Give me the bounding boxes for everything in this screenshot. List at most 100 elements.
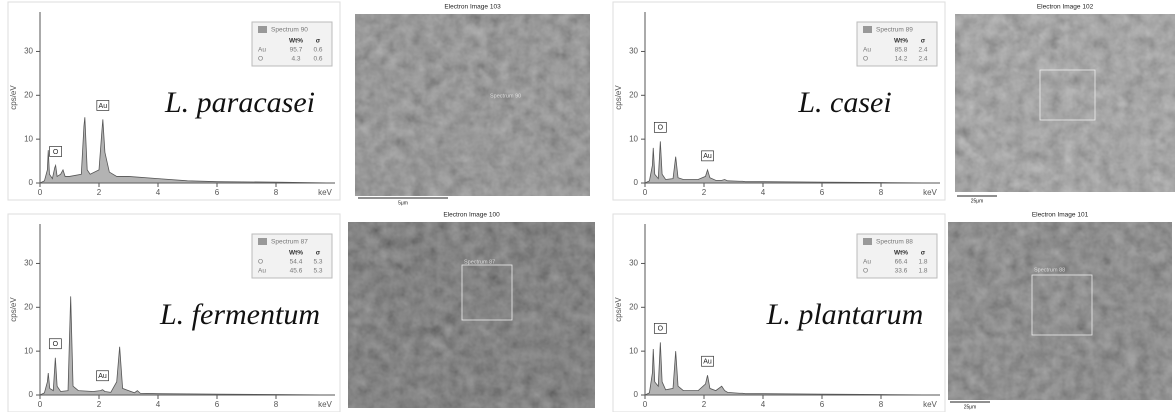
spectrum-panel: 010203002468keVcps/eVOAuSpectrum 88Wt%σA… bbox=[613, 214, 945, 412]
table-cell: 1.8 bbox=[918, 268, 927, 275]
table-header: Wt% bbox=[894, 38, 908, 45]
y-tick-label: 0 bbox=[29, 178, 34, 187]
x-tick-label: 6 bbox=[215, 400, 220, 409]
electron-image-texture bbox=[955, 14, 1175, 192]
x-axis-label: keV bbox=[318, 188, 332, 197]
spectrum bbox=[645, 342, 940, 395]
table-cell: 66.4 bbox=[895, 259, 908, 266]
y-tick-label: 10 bbox=[629, 134, 638, 143]
table-cell: O bbox=[258, 56, 263, 63]
x-tick-label: 2 bbox=[97, 188, 102, 197]
table-cell: Au bbox=[863, 47, 871, 54]
table-header: σ bbox=[921, 38, 926, 45]
table-cell: 33.6 bbox=[895, 268, 908, 275]
y-axis-label: cps/eV bbox=[9, 85, 18, 110]
x-axis-label: keV bbox=[923, 188, 937, 197]
y-tick-label: 10 bbox=[24, 134, 33, 143]
legend-swatch bbox=[863, 26, 872, 33]
x-tick-label: 6 bbox=[215, 188, 220, 197]
table-cell: Au bbox=[863, 259, 871, 266]
y-tick-label: 30 bbox=[24, 259, 33, 268]
x-tick-label: 4 bbox=[156, 400, 161, 409]
species-label: L. fermentum bbox=[159, 298, 320, 331]
y-tick-label: 0 bbox=[634, 178, 639, 187]
spectrum-marker: Spectrum 90 bbox=[490, 93, 521, 99]
x-tick-label: 4 bbox=[761, 188, 766, 197]
x-tick-label: 6 bbox=[820, 400, 825, 409]
y-tick-label: 30 bbox=[629, 47, 638, 56]
electron-image-texture bbox=[355, 14, 590, 196]
x-tick-label: 6 bbox=[820, 188, 825, 197]
table-cell: 4.3 bbox=[291, 56, 300, 63]
x-tick-label: 2 bbox=[702, 400, 707, 409]
x-tick-label: 0 bbox=[38, 400, 43, 409]
peak-annotation: O bbox=[53, 149, 59, 156]
table-cell: 1.8 bbox=[918, 259, 927, 266]
spectrum bbox=[645, 141, 940, 183]
y-tick-label: 20 bbox=[24, 302, 33, 311]
table-cell: 54.4 bbox=[290, 259, 303, 266]
legend-swatch bbox=[863, 238, 872, 245]
spectrum-marker: Spectrum 88 bbox=[1034, 267, 1065, 273]
table-cell: 14.2 bbox=[895, 56, 908, 63]
y-tick-label: 20 bbox=[629, 302, 638, 311]
table-cell: 0.6 bbox=[313, 47, 322, 54]
x-tick-label: 8 bbox=[879, 188, 884, 197]
table-cell: 2.4 bbox=[918, 47, 927, 54]
table-header: σ bbox=[921, 250, 926, 257]
legend-title: Spectrum 89 bbox=[876, 27, 913, 34]
image-title: Electron Image 102 bbox=[1037, 4, 1094, 11]
y-tick-label: 0 bbox=[29, 390, 34, 399]
table-cell: Au bbox=[258, 268, 266, 275]
table-cell: 95.7 bbox=[290, 47, 303, 54]
table-cell: 5.3 bbox=[313, 259, 322, 266]
x-tick-label: 0 bbox=[38, 188, 43, 197]
legend-swatch bbox=[258, 238, 267, 245]
table-cell: O bbox=[863, 56, 868, 63]
table-header: σ bbox=[316, 38, 321, 45]
x-tick-label: 2 bbox=[702, 188, 707, 197]
legend-title: Spectrum 87 bbox=[271, 239, 308, 246]
x-tick-label: 8 bbox=[274, 400, 279, 409]
peak-annotation: Au bbox=[98, 373, 107, 380]
legend-title: Spectrum 90 bbox=[271, 27, 308, 34]
species-label: L. plantarum bbox=[766, 298, 924, 331]
electron-image-texture bbox=[348, 222, 595, 408]
table-cell: Au bbox=[258, 47, 266, 54]
y-tick-label: 10 bbox=[629, 346, 638, 355]
peak-annotation: Au bbox=[703, 153, 712, 160]
table-header: Wt% bbox=[894, 250, 908, 257]
x-tick-label: 4 bbox=[761, 400, 766, 409]
peak-annotation: O bbox=[658, 125, 664, 132]
scale-label: 25μm bbox=[964, 404, 977, 410]
image-title: Electron Image 100 bbox=[443, 212, 500, 219]
x-tick-label: 4 bbox=[156, 188, 161, 197]
y-tick-label: 20 bbox=[24, 90, 33, 99]
spectrum-marker: Spectrum 87 bbox=[464, 259, 495, 265]
table-header: Wt% bbox=[289, 250, 303, 257]
species-label: L. casei bbox=[797, 86, 891, 119]
peak-annotation: Au bbox=[99, 103, 108, 110]
spectrum bbox=[40, 117, 335, 183]
x-tick-label: 2 bbox=[97, 400, 102, 409]
table-cell: O bbox=[863, 268, 868, 275]
y-axis-label: cps/eV bbox=[9, 297, 18, 322]
x-tick-label: 0 bbox=[643, 400, 648, 409]
image-title: Electron Image 103 bbox=[444, 4, 501, 11]
legend-title: Spectrum 88 bbox=[876, 239, 913, 246]
image-title: Electron Image 101 bbox=[1032, 212, 1089, 219]
x-tick-label: 8 bbox=[879, 400, 884, 409]
y-axis-label: cps/eV bbox=[614, 297, 623, 322]
electron-image-texture bbox=[948, 222, 1172, 400]
legend-swatch bbox=[258, 26, 267, 33]
peak-annotation: O bbox=[658, 326, 664, 333]
y-tick-label: 30 bbox=[24, 47, 33, 56]
y-axis-label: cps/eV bbox=[614, 85, 623, 110]
table-cell: 45.6 bbox=[290, 268, 303, 275]
figure: 010203002468keVcps/eVOAuSpectrum 90Wt%σA… bbox=[0, 0, 1175, 412]
table-header: Wt% bbox=[289, 38, 303, 45]
peak-annotation: O bbox=[53, 341, 59, 348]
scale-label: 5μm bbox=[398, 200, 408, 206]
